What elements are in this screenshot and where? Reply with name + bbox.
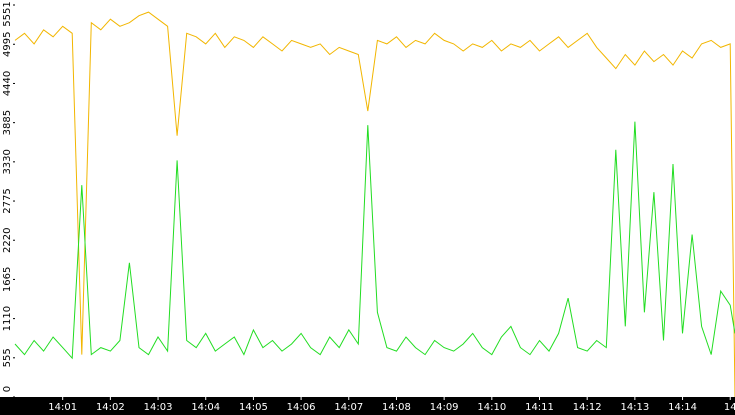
y-tick-label: 555: [2, 348, 13, 367]
y-tick-label: 2220: [2, 228, 13, 253]
y-tick-label: 1665: [2, 267, 13, 292]
x-tick-label: 14:10: [477, 402, 506, 413]
y-tick-label: 0: [2, 386, 13, 392]
x-tick-label: 14:02: [96, 402, 125, 413]
x-tick-label: 14:12: [573, 402, 602, 413]
x-tick-label: 14:05: [239, 402, 268, 413]
series-line: [14, 11, 735, 398]
x-tick-label: 14:08: [382, 402, 411, 413]
y-tick-label: 3330: [2, 149, 13, 174]
y-tick-label: 5551: [2, 1, 13, 26]
x-tick-label: 14:11: [525, 402, 554, 413]
x-axis-band: [0, 397, 735, 415]
x-tick-label: 14: [724, 402, 735, 413]
x-tick-label: 14:14: [668, 402, 697, 413]
x-tick-label: 14:09: [430, 402, 459, 413]
x-tick-label: 14:07: [334, 402, 363, 413]
y-tick-label: 2775: [2, 188, 13, 213]
y-tick-label: 3885: [2, 110, 13, 135]
y-tick-label: 4440: [2, 71, 13, 96]
x-tick-label: 14:03: [144, 402, 173, 413]
x-tick-label: 14:13: [620, 402, 649, 413]
y-tick-label: 4995: [2, 32, 13, 57]
y-tick-label: 1110: [2, 306, 13, 331]
series-line: [14, 121, 735, 360]
x-tick-label: 14:06: [287, 402, 316, 413]
x-tick-label: 14:04: [191, 402, 220, 413]
x-tick-label: 14:01: [48, 402, 77, 413]
